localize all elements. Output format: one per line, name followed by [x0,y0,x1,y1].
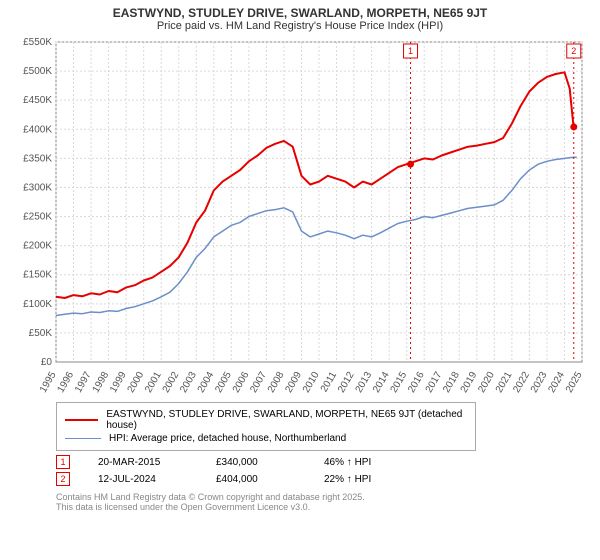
svg-text:£0: £0 [41,357,53,368]
svg-text:1999: 1999 [108,370,129,395]
legend-row: EASTWYND, STUDLEY DRIVE, SWARLAND, MORPE… [65,409,467,431]
svg-text:2012: 2012 [336,370,357,395]
svg-text:2001: 2001 [143,370,164,395]
chart-title: EASTWYND, STUDLEY DRIVE, SWARLAND, MORPE… [8,6,592,20]
marker-delta: 46% ↑ HPI [324,457,371,468]
legend-row: HPI: Average price, detached house, Nort… [65,433,467,444]
chart-svg: £0 £50K £100K £150K £200K £250K £300K £350K £400… [8,36,592,396]
marker-table: 1 20-MAR-2015 £340,000 46% ↑ HPI 2 12-JUL-202… [56,455,592,486]
svg-text:£50K: £50K [29,328,53,339]
svg-text:£300K: £300K [23,182,52,193]
marker-price: £404,000 [216,474,296,485]
chart-subtitle: Price paid vs. HM Land Registry's House … [8,20,592,32]
svg-text:1995: 1995 [38,370,59,395]
svg-text:2: 2 [571,46,576,56]
svg-text:2016: 2016 [406,370,427,395]
svg-text:2017: 2017 [424,370,445,395]
marker-badge: 2 [56,472,70,486]
svg-text:2021: 2021 [494,370,515,395]
svg-text:£250K: £250K [23,212,52,223]
footer-line-1: Contains HM Land Registry data © Crown c… [56,492,592,502]
svg-text:2019: 2019 [459,370,480,395]
svg-text:£400K: £400K [23,124,52,135]
svg-text:2008: 2008 [266,370,287,395]
legend-label: HPI: Average price, detached house, Nort… [109,433,346,444]
svg-text:2000: 2000 [126,370,147,395]
svg-text:2006: 2006 [231,370,252,395]
svg-text:£450K: £450K [23,95,52,106]
svg-text:£150K: £150K [23,270,52,281]
svg-text:2022: 2022 [511,370,532,395]
marker-badge: 1 [56,455,70,469]
svg-text:1: 1 [408,46,413,56]
svg-text:1997: 1997 [73,370,94,395]
svg-text:2023: 2023 [529,370,550,395]
svg-text:2010: 2010 [301,370,322,395]
svg-text:2009: 2009 [283,370,304,395]
footer: Contains HM Land Registry data © Crown c… [56,492,592,512]
svg-text:2003: 2003 [178,370,199,395]
legend-swatch [65,438,101,439]
svg-text:2018: 2018 [441,370,462,395]
svg-text:£200K: £200K [23,241,52,252]
svg-text:2020: 2020 [476,370,497,395]
svg-text:2002: 2002 [161,370,182,395]
svg-text:£100K: £100K [23,299,52,310]
svg-text:£500K: £500K [23,66,52,77]
legend-label: EASTWYND, STUDLEY DRIVE, SWARLAND, MORPE… [106,409,467,431]
svg-text:2014: 2014 [371,370,392,395]
svg-text:2007: 2007 [248,370,269,395]
marker-row: 1 20-MAR-2015 £340,000 46% ↑ HPI [56,455,592,469]
svg-text:2025: 2025 [564,370,585,395]
footer-line-2: This data is licensed under the Open Gov… [56,502,592,512]
chart-area: £0 £50K £100K £150K £200K £250K £300K £350K £400… [8,36,592,396]
svg-text:2015: 2015 [389,370,410,395]
svg-text:2005: 2005 [213,370,234,395]
marker-price: £340,000 [216,457,296,468]
svg-text:2024: 2024 [546,370,567,395]
legend-swatch [65,419,98,421]
svg-text:£350K: £350K [23,153,52,164]
svg-text:2013: 2013 [354,370,375,395]
svg-text:£550K: £550K [23,37,52,48]
legend: EASTWYND, STUDLEY DRIVE, SWARLAND, MORPE… [56,402,476,451]
svg-text:1998: 1998 [91,370,112,395]
marker-date: 20-MAR-2015 [98,457,188,468]
svg-text:2004: 2004 [196,370,217,395]
marker-date: 12-JUL-2024 [98,474,188,485]
svg-text:1996: 1996 [55,370,76,395]
marker-row: 2 12-JUL-2024 £404,000 22% ↑ HPI [56,472,592,486]
marker-delta: 22% ↑ HPI [324,474,371,485]
